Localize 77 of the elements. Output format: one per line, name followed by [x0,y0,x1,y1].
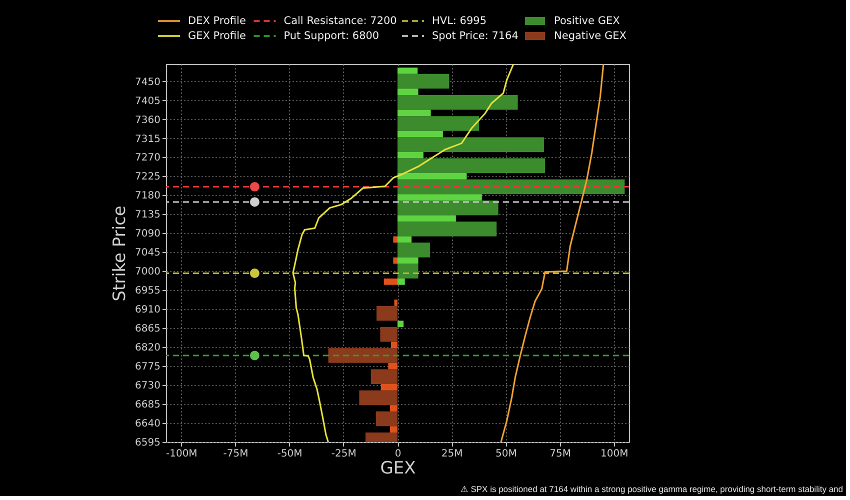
x-tick-label: -50M [277,448,302,460]
bar [398,236,412,243]
bar [390,405,398,412]
bar [398,74,450,89]
bar [398,194,482,200]
bar [393,236,398,243]
x-tick-label: -25M [331,448,356,460]
bar [398,222,497,236]
bar [370,369,398,384]
bar [376,411,398,426]
bar [384,278,398,285]
y-tick-label: 7225 [135,172,160,183]
y-tick-label: 6730 [135,380,160,392]
x-axis-title: GEX [380,458,416,478]
bar [398,116,480,131]
bar [390,426,398,433]
y-axis-title: Strike Price [110,206,130,302]
x-tick-label: 50M [496,448,517,460]
y-tick-label: 7180 [135,190,160,202]
bar [398,264,418,279]
bar [380,384,398,390]
legend-label: DEX Profile [188,15,246,27]
bar [398,320,404,328]
legend-label: HVL: 6995 [432,15,487,27]
bar [398,130,443,138]
x-tick-label: -100M [166,448,198,460]
bar [394,300,398,306]
x-tick-label: 25M [441,448,463,460]
y-tick-label: 6595 [135,438,160,448]
y-tick-label: 7090 [135,228,160,240]
y-tick-label: 6955 [135,286,160,297]
bar [398,257,418,264]
legend-label: Spot Price: 7164 [432,30,519,42]
y-tick-label: 7360 [135,114,160,126]
bar [388,362,398,370]
bar [398,95,518,110]
y-tick-label: 7450 [135,76,160,88]
y-tick-label: 6775 [135,362,160,373]
bar [398,152,424,158]
bar [398,242,430,258]
bar [398,68,418,74]
bar [393,257,398,264]
y-tick-label: 7315 [135,134,160,145]
y-tick-label: 6820 [135,342,160,354]
legend-label: Put Support: 6800 [284,30,380,42]
x-tick-label: -75M [223,448,248,460]
y-tick-label: 6865 [135,324,160,335]
bar [398,137,544,152]
y-tick-label: 6685 [135,400,160,411]
bar [398,110,431,116]
y-tick-label: 6640 [135,418,160,430]
legend-label: Negative GEX [554,30,626,42]
y-tick-label: 7000 [135,266,160,278]
bar [398,200,498,216]
bar [328,348,398,363]
bar [391,342,398,348]
bar [359,390,398,406]
y-tick-label: 7405 [135,96,160,107]
y-tick-label: 7270 [135,152,160,164]
bar [398,158,546,174]
y-tick-label: 7045 [135,248,160,259]
bar [398,179,625,194]
bar [398,173,467,180]
bar [398,278,405,285]
x-tick-label: 100M [600,448,628,460]
legend-label: GEX Profile [188,30,246,42]
x-tick-label: 75M [550,448,571,460]
y-tick-label: 6910 [135,304,160,316]
bar [398,88,418,96]
bar [376,306,398,321]
y-tick-label: 7135 [135,210,160,221]
legend-label: Positive GEX [554,15,620,27]
bar [398,215,456,222]
text: ⚠ SPX is positioned at 7164 within a strong positive gamma regime, providing short-term stability and [460,484,844,494]
bar [380,327,398,342]
legend-label: Call Resistance: 7200 [284,15,397,27]
x-tick-label: 0 [394,448,402,460]
